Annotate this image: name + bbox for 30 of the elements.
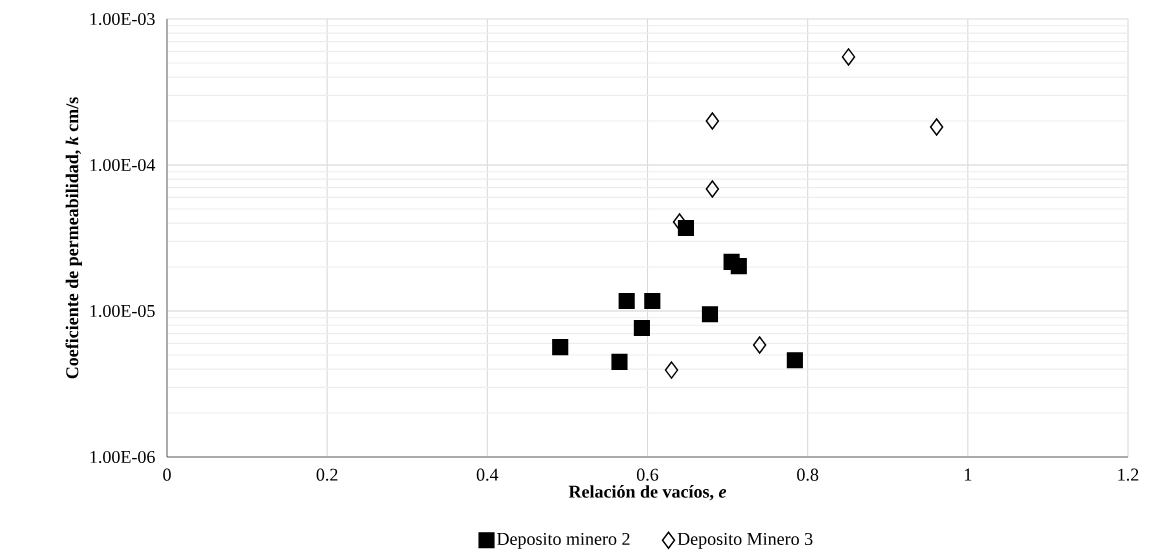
point (752, 336, 767, 354)
point (552, 339, 569, 356)
x-tick-label: 0.4 (476, 468, 499, 481)
x-axis-title: Relación de vacíos, e (568, 485, 727, 501)
point (618, 292, 635, 310)
y-tick-label: 1.00E-05 (90, 304, 155, 318)
point (644, 292, 661, 310)
x-tick-label: 0.6 (636, 468, 659, 481)
point (611, 353, 628, 370)
point (672, 213, 687, 231)
point (664, 361, 679, 379)
y-tick-label: 1.00E-04 (90, 158, 156, 172)
x-tick-label: 1.2 (1118, 468, 1139, 481)
point (701, 306, 719, 323)
point (705, 112, 720, 130)
x-tick-label: 0.2 (316, 468, 338, 481)
x-tick-label: 1 (964, 468, 972, 481)
y-tick-label: 1.00E-06 (90, 450, 155, 464)
x-tick-label: 0 (163, 468, 171, 481)
x-tick-label: 0.8 (797, 468, 819, 481)
point (705, 180, 720, 198)
point (929, 118, 944, 136)
point (786, 352, 803, 369)
y-tick-label: 1.00E-03 (90, 12, 155, 26)
point (633, 319, 650, 337)
legend-label: Deposito Minero 3 (677, 532, 813, 549)
legend-label: Deposito minero 2 (497, 532, 630, 549)
point (730, 258, 747, 275)
point (841, 48, 856, 66)
y-axis-title: Coeficiente de permeabilidad, k cm/s (65, 97, 82, 379)
